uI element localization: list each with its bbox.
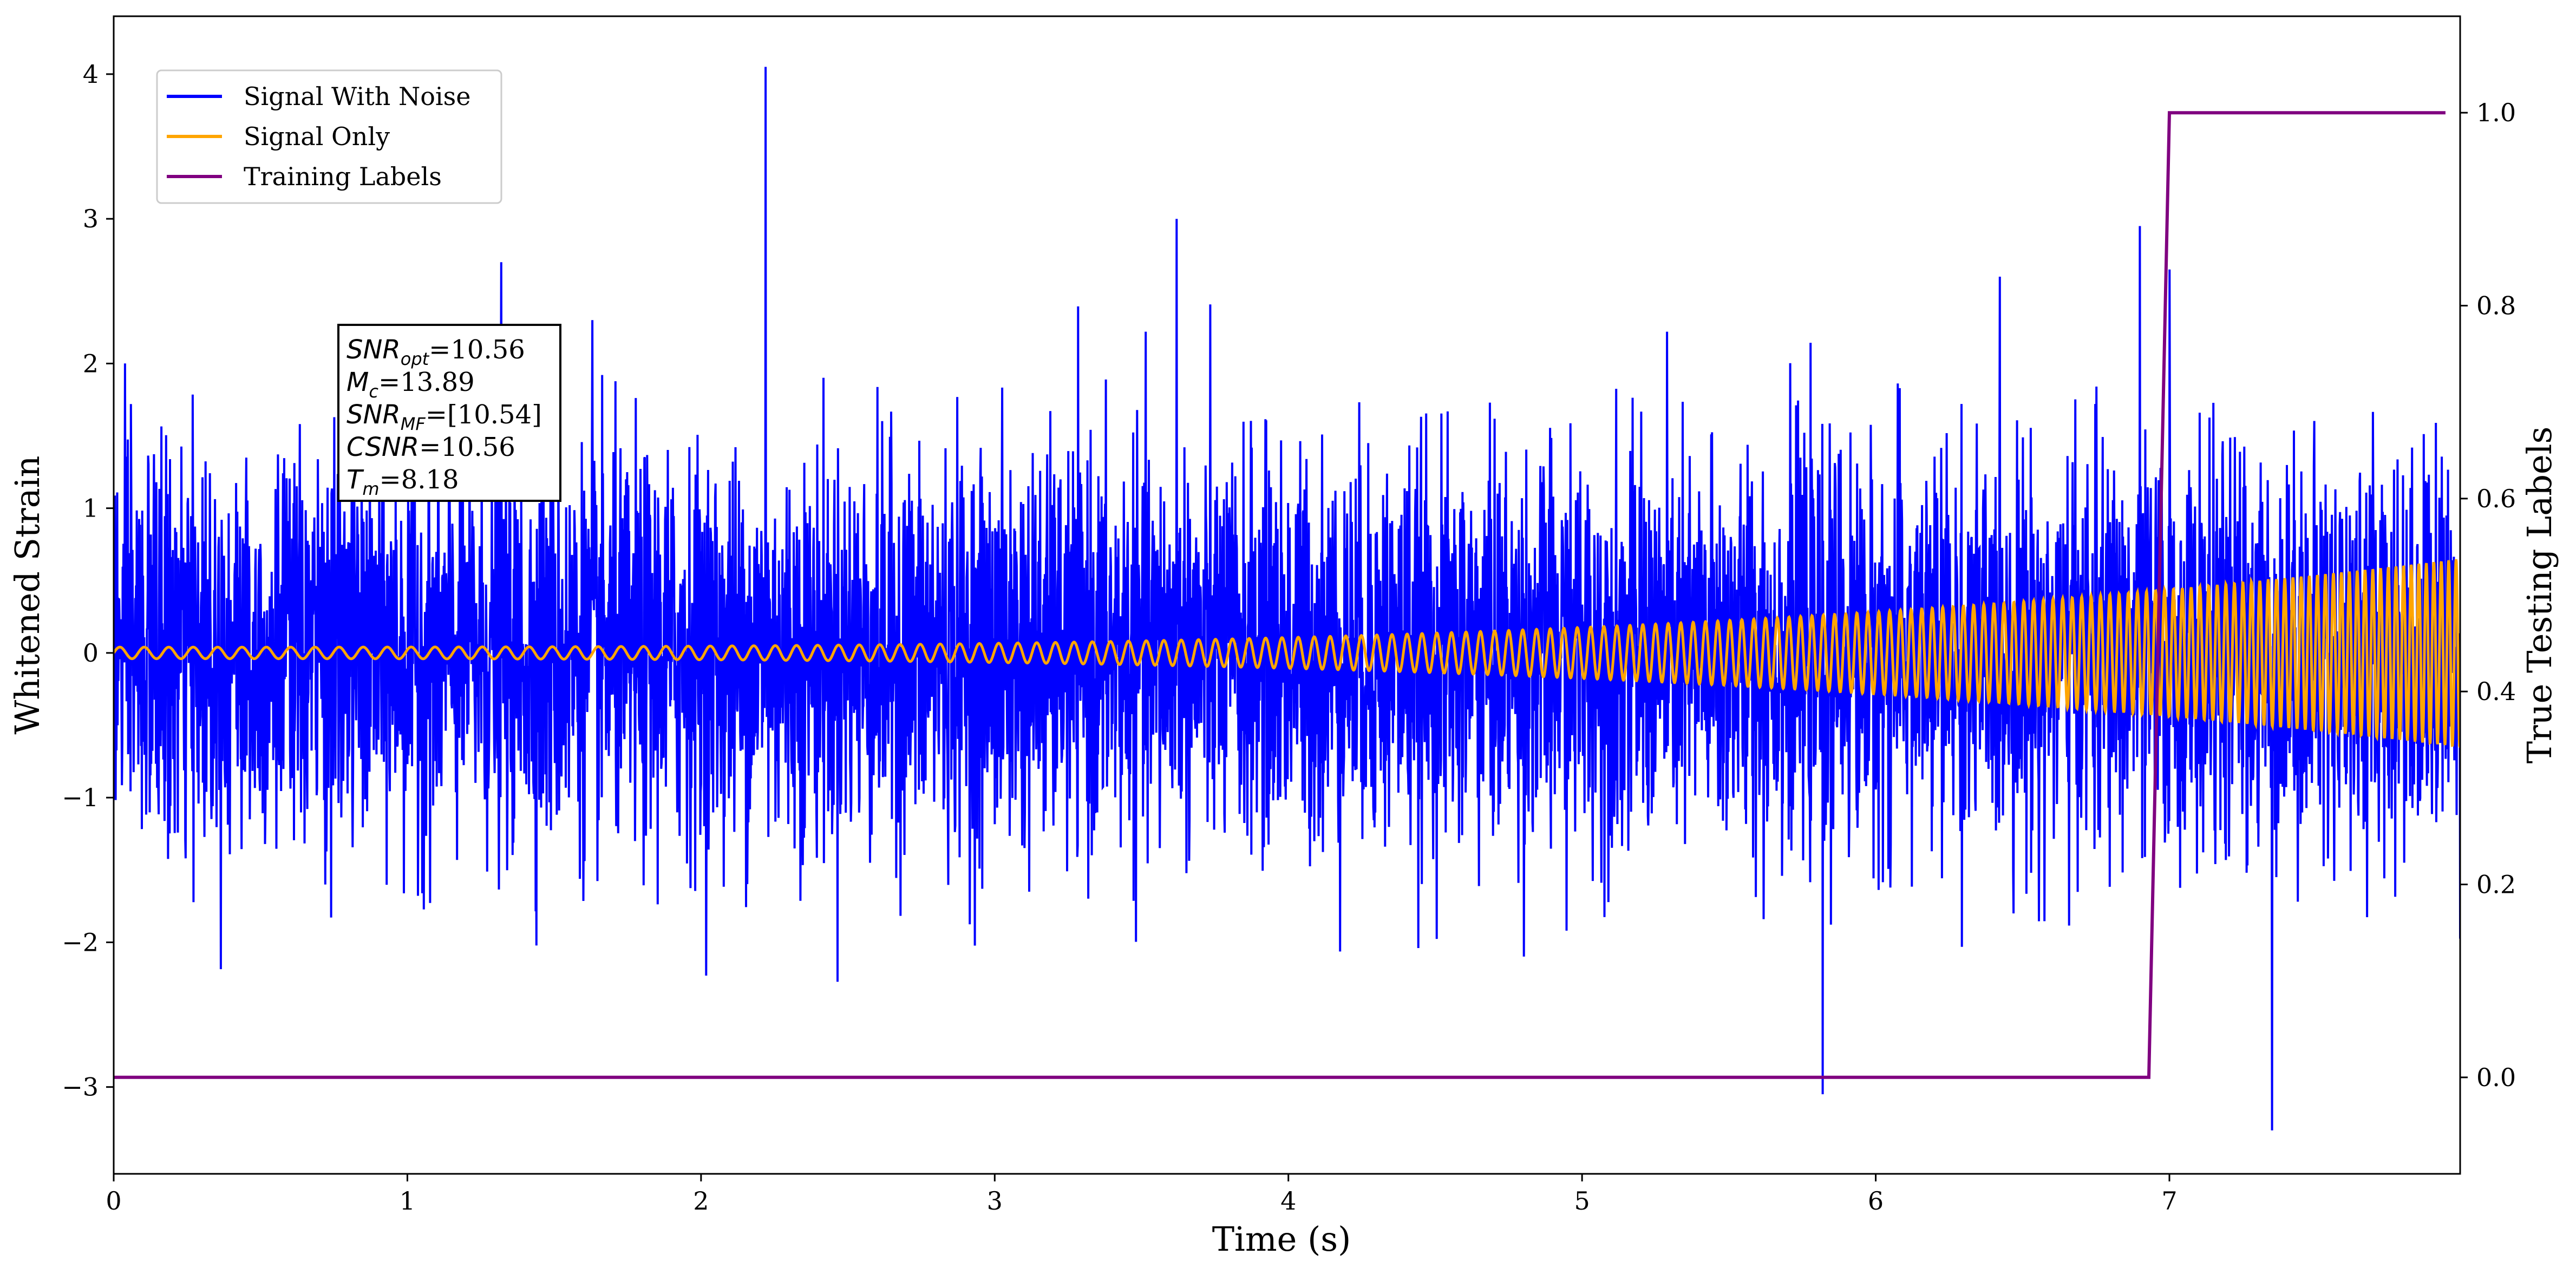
y-tick-label: −1 [62, 783, 99, 812]
y2-tick-label: 0.6 [2476, 484, 2516, 513]
y-axis-right: 0.0 0.2 0.4 0.6 0.8 1.0 [2460, 98, 2516, 1092]
signal-only-line [114, 559, 2460, 750]
plot-frame [113, 15, 2461, 1175]
noise-line [114, 67, 2460, 1131]
y-axis-left: −3 −2 −1 0 1 2 3 4 [62, 60, 114, 1102]
legend: Signal With Noise Signal Only Training Lab… [156, 69, 502, 204]
legend-label: Signal Only [244, 122, 390, 151]
annotation-line: CSNR=10.56 [346, 432, 515, 462]
stats-annotation: SNRopt=10.56Mc=13.89SNRMF=[10.54]CSNR=10… [337, 324, 561, 502]
training-labels-line [114, 111, 2446, 1079]
x-axis-title: Time (s) [1212, 1219, 1351, 1259]
annotation-line: SNRMF=[10.54] [346, 400, 542, 434]
x-axis: 0 1 2 3 4 5 6 7 [106, 1174, 2178, 1216]
x-tick-label: 3 [987, 1186, 1003, 1216]
x-tick-label: 4 [1280, 1186, 1296, 1216]
y-tick-label: −3 [62, 1073, 99, 1102]
y-axis-title: Whitened Strain [8, 456, 47, 735]
x-tick-label: 0 [106, 1186, 121, 1216]
x-tick-label: 6 [1868, 1186, 1884, 1216]
series-training-labels [114, 111, 2446, 1079]
x-tick-label: 1 [400, 1186, 415, 1216]
y-tick-label: 0 [83, 638, 99, 668]
y2-tick-label: 0.4 [2476, 677, 2516, 706]
annotation-line: SNRopt=10.56 [346, 335, 525, 369]
x-tick-label: 5 [1574, 1186, 1590, 1216]
x-tick-label: 2 [693, 1186, 709, 1216]
annotation-line: Mc=13.89 [346, 367, 475, 402]
y-tick-label: 4 [83, 60, 99, 89]
y-tick-label: 1 [83, 494, 99, 523]
annotation-line: Tm=8.18 [346, 465, 459, 499]
annotation-box [337, 324, 561, 502]
y2-tick-label: 0.2 [2476, 870, 2516, 899]
y2-tick-label: 1.0 [2476, 98, 2516, 127]
series-signal-only [114, 559, 2460, 750]
x-tick-label: 7 [2161, 1186, 2177, 1216]
y-tick-label: −2 [62, 927, 99, 957]
y2-tick-label: 0.0 [2476, 1063, 2516, 1092]
y-tick-label: 2 [83, 349, 99, 378]
legend-box [156, 69, 502, 204]
y2-axis-title: True Testing Labels [2520, 427, 2559, 764]
y-tick-label: 3 [83, 204, 99, 233]
y2-tick-label: 0.8 [2476, 291, 2516, 321]
legend-label: Training Labels [244, 162, 442, 191]
legend-label: Signal With Noise [244, 82, 470, 111]
series-signal-with-noise [114, 67, 2460, 1131]
